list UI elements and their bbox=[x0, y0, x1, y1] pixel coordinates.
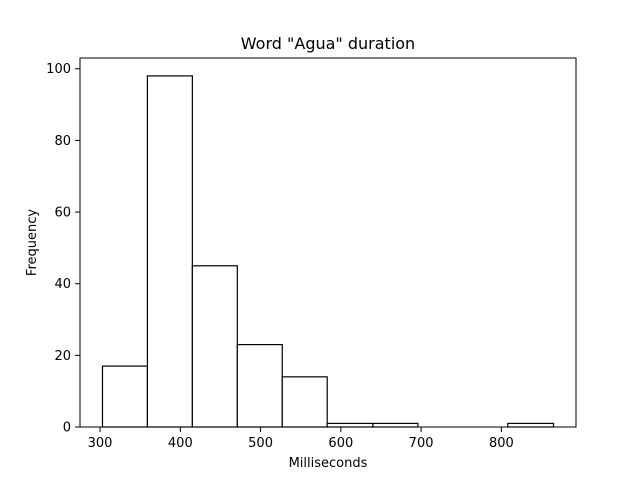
y-tick-label: 80 bbox=[54, 134, 71, 149]
x-tick-label: 600 bbox=[328, 436, 353, 451]
x-axis-ticks: 300 400 500 600 700 800 bbox=[88, 427, 514, 451]
x-axis-label: Milliseconds bbox=[289, 456, 368, 471]
histogram-bar bbox=[236, 344, 283, 428]
bars-layer bbox=[101, 75, 555, 428]
histogram-bar bbox=[326, 422, 374, 428]
y-tick-label: 20 bbox=[54, 349, 71, 364]
histogram-bar bbox=[281, 376, 328, 428]
y-axis-ticks: 0 20 40 60 80 100 bbox=[46, 62, 80, 436]
chart-title: Word "Agua" duration bbox=[241, 34, 415, 53]
y-tick-label: 0 bbox=[63, 421, 71, 436]
histogram-bar bbox=[507, 422, 555, 428]
histogram-bar bbox=[146, 75, 193, 428]
histogram-bar bbox=[372, 422, 419, 428]
y-tick-label: 40 bbox=[54, 277, 71, 292]
y-tick-label: 60 bbox=[54, 206, 71, 221]
histogram-bar bbox=[101, 365, 149, 428]
x-tick-label: 300 bbox=[88, 436, 113, 451]
x-tick-label: 500 bbox=[248, 436, 273, 451]
histogram-bar bbox=[191, 265, 238, 428]
y-axis-label: Frequency bbox=[25, 209, 40, 276]
x-tick-label: 400 bbox=[168, 436, 193, 451]
y-tick-label: 100 bbox=[46, 62, 71, 77]
plot-frame bbox=[79, 57, 577, 428]
x-tick-label: 800 bbox=[489, 436, 514, 451]
x-tick-label: 700 bbox=[409, 436, 434, 451]
